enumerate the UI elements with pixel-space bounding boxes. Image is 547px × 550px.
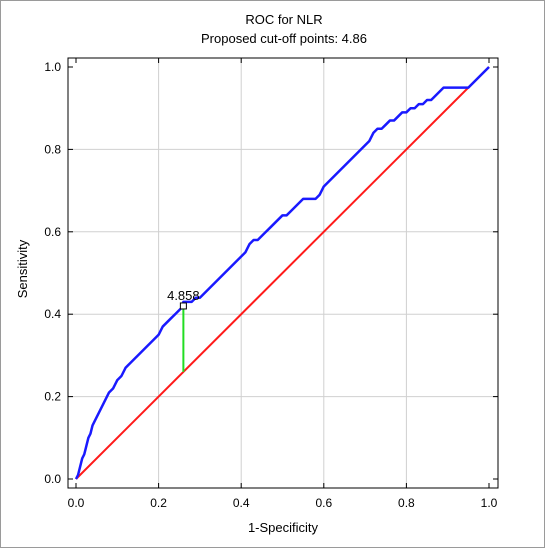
y-tick-label: 0.8 <box>44 142 61 156</box>
chart-subtitle: Proposed cut-off points: 4.86 <box>201 31 367 46</box>
roc-curve-layer: 4.858 <box>74 66 490 480</box>
y-axis-label: Sensitivity <box>15 239 30 298</box>
y-tick-label: 0.6 <box>44 225 61 239</box>
cutoff-marker <box>179 302 187 310</box>
x-axis-label: 1-Specificity <box>248 520 319 535</box>
x-tick-label: 0.6 <box>315 496 332 510</box>
y-tick-label: 0.4 <box>44 307 61 321</box>
y-tick-label: 0.0 <box>44 472 61 486</box>
reference-line <box>75 66 490 480</box>
chart-title: ROC for NLR <box>245 12 322 27</box>
roc-curve <box>74 66 490 480</box>
x-tick-label: 0.8 <box>398 496 415 510</box>
x-tick-label: 1.0 <box>481 496 498 510</box>
y-tick-label: 0.2 <box>44 390 61 404</box>
axis-ticks: 0.0 0.2 0.4 0.6 0.8 1.0 0.0 0.2 0.4 0.6 0.8 1.0 <box>44 58 498 510</box>
plot-border <box>67 57 499 489</box>
reference-line-layer <box>75 66 490 480</box>
x-tick-label: 0.2 <box>150 496 167 510</box>
grid <box>68 58 498 488</box>
x-tick-label: 0.4 <box>233 496 250 510</box>
cutoff-label: 4.858 <box>167 288 200 303</box>
x-tick-label: 0.0 <box>68 496 85 510</box>
y-tick-label: 1.0 <box>44 60 61 74</box>
